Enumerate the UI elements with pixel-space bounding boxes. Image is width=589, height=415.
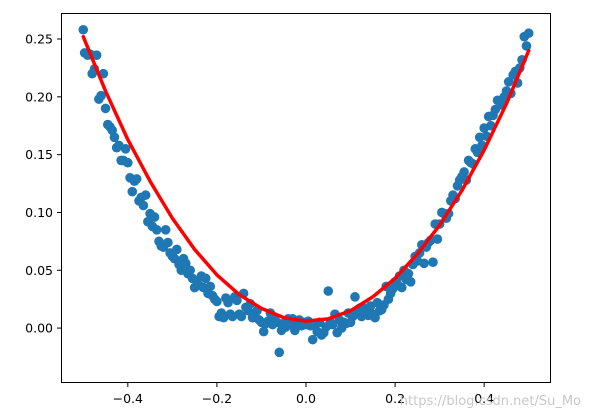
scatter-point <box>123 157 133 168</box>
plot-frame <box>61 13 551 383</box>
scatter-point <box>521 41 532 51</box>
scatter-point <box>307 334 318 345</box>
y-tick-label: 0.25 <box>25 32 53 47</box>
scatter-point <box>180 258 191 269</box>
y-tick-label: 0.10 <box>25 205 53 220</box>
scatter-point <box>327 319 338 330</box>
y-tick-label: 0.20 <box>25 89 53 104</box>
scatter-point <box>109 132 120 143</box>
y-tick-label: 0.15 <box>25 147 53 162</box>
scatter-point <box>205 281 216 292</box>
fit-line <box>81 34 531 323</box>
x-tick-label: −0.4 <box>113 391 143 406</box>
scatter-point <box>523 28 534 39</box>
scatter-point <box>100 103 111 114</box>
scatter-point <box>185 265 195 276</box>
scatter-point <box>127 186 138 197</box>
scatter-point <box>172 244 182 255</box>
x-tick-label: −0.2 <box>202 391 232 406</box>
scatter-point <box>350 292 360 302</box>
scatter-point <box>370 312 380 323</box>
scatter-point <box>503 76 514 87</box>
x-tick-label: 0.2 <box>385 391 405 406</box>
scatter-point <box>200 273 211 284</box>
y-tick-label: 0.05 <box>25 263 53 278</box>
scatter-point <box>459 167 469 177</box>
scatter-point <box>232 295 242 306</box>
scatter-point <box>163 237 173 248</box>
scatter-point <box>131 174 142 184</box>
scatter-series <box>78 24 534 358</box>
scatter-point <box>140 190 151 200</box>
scatter-point <box>138 200 149 211</box>
scatter-point <box>428 257 438 267</box>
watermark-text: https://blog.csdn.net/Su_Mo <box>400 394 581 409</box>
scatter-point <box>120 144 131 154</box>
scatter-point <box>396 282 407 293</box>
scatter-point <box>236 311 247 322</box>
scatter-point <box>258 326 269 337</box>
scatter-point <box>274 347 285 358</box>
scatter-point <box>323 286 334 296</box>
scatter-point <box>160 224 171 235</box>
scatter-point <box>212 296 222 307</box>
scatter-point <box>405 277 416 287</box>
x-tick-label: 0.4 <box>474 391 494 406</box>
scatter-point <box>149 212 160 222</box>
x-axis-ticks: −0.4 −0.2 0.0 0.2 0.4 <box>113 383 494 406</box>
scatter-point <box>490 104 501 115</box>
scatter-point <box>78 24 89 35</box>
scatter-point <box>403 268 414 279</box>
scatter-point <box>151 224 162 235</box>
scatter-point <box>96 90 106 101</box>
scatter-point <box>432 234 443 244</box>
x-tick-label: 0.0 <box>296 391 316 406</box>
fit-line-series <box>81 34 531 323</box>
y-axis-ticks: 0.00 0.05 0.10 0.15 0.20 0.25 <box>25 32 61 336</box>
y-tick-label: 0.00 <box>25 321 53 336</box>
scatter-point <box>419 258 429 269</box>
scatter-point <box>223 297 233 308</box>
scatter-point <box>91 50 102 61</box>
